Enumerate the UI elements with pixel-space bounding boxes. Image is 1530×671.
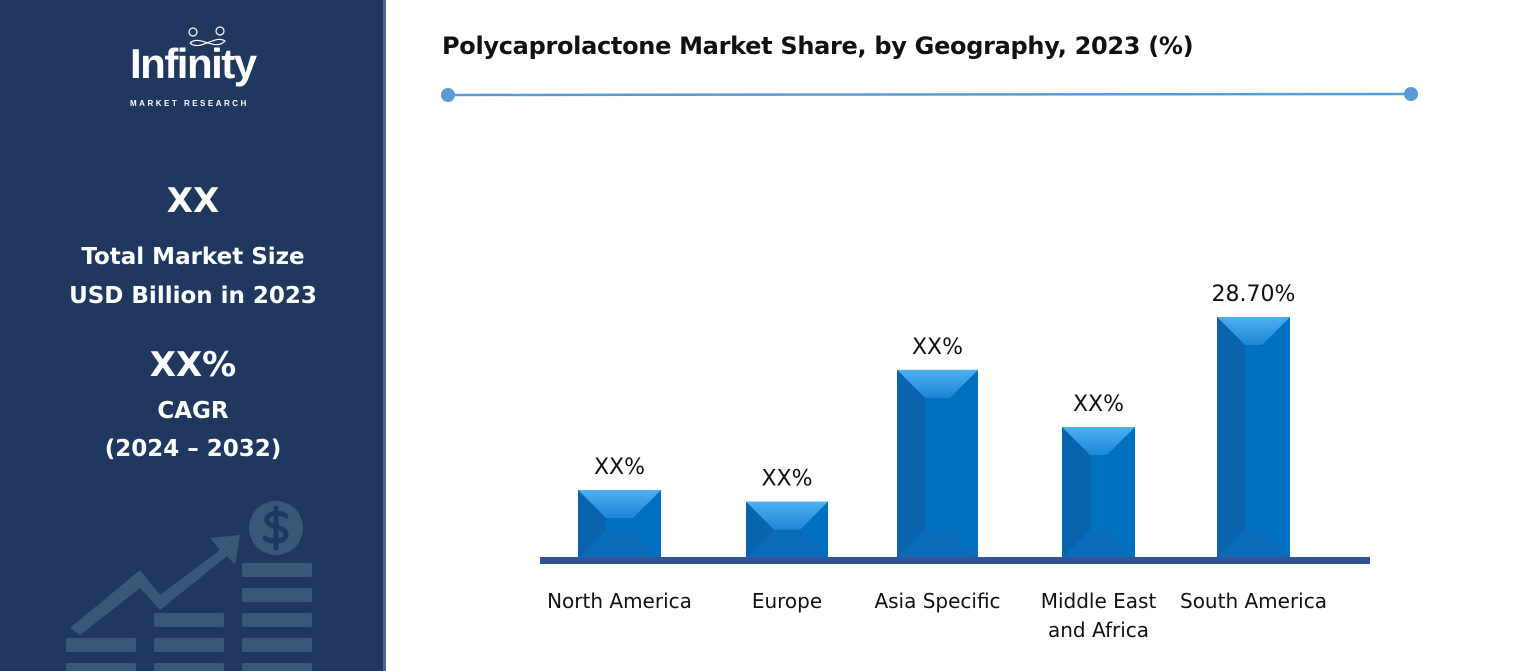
- x-tick-label: Europe: [697, 587, 877, 616]
- logo-subtext: MARKET RESEARCH: [130, 99, 249, 108]
- bar: [746, 501, 828, 558]
- infinity-logo: Infinity MARKET RESEARCH: [130, 26, 259, 108]
- divider-dot-left: [441, 88, 455, 102]
- bar: [1217, 317, 1290, 558]
- sidebar: Infinity MARKET RESEARCH XX Total Market…: [0, 0, 386, 671]
- cagr-value: XX%: [149, 345, 237, 385]
- divider-dot-right: [1404, 87, 1418, 101]
- x-tick-label-line: Middle East: [1040, 589, 1157, 613]
- data-label: XX%: [1073, 392, 1124, 417]
- chart-title: Polycaprolactone Market Share, by Geogra…: [442, 32, 1194, 60]
- x-tick-label-line: and Africa: [1047, 618, 1150, 642]
- x-tick-label-line: South America: [1180, 589, 1327, 613]
- bar: [578, 489, 661, 558]
- data-label: 28.70%: [1212, 282, 1296, 307]
- x-tick-label-line: Asia Specific: [874, 589, 1001, 613]
- x-tick-label: Asia Specific: [848, 587, 1028, 616]
- data-label: XX%: [912, 335, 963, 360]
- dollar-icon: [262, 505, 289, 551]
- x-tick-label-line: Europe: [751, 589, 823, 613]
- market-size-label: Total Market Size: [81, 244, 305, 270]
- title-divider-line: [447, 92, 1412, 97]
- x-tick-label: Middle East and Africa: [1009, 587, 1189, 645]
- x-tick-label: South America: [1164, 587, 1344, 616]
- x-tick-label-line: North America: [547, 589, 692, 613]
- cagr-period: (2024 – 2032): [104, 436, 282, 462]
- bar: [1062, 427, 1135, 558]
- x-tick-label: North America: [530, 587, 710, 616]
- logo-text: Infinity: [130, 40, 258, 87]
- market-size-value: XX: [166, 181, 220, 221]
- data-label: XX%: [761, 467, 812, 492]
- growth-chart-icon: [66, 501, 312, 671]
- x-axis-line: [540, 557, 1370, 564]
- cagr-label: CAGR: [157, 398, 229, 424]
- data-label: XX%: [594, 455, 645, 480]
- bar: [897, 369, 978, 558]
- market-size-unit: USD Billion in 2023: [69, 283, 317, 309]
